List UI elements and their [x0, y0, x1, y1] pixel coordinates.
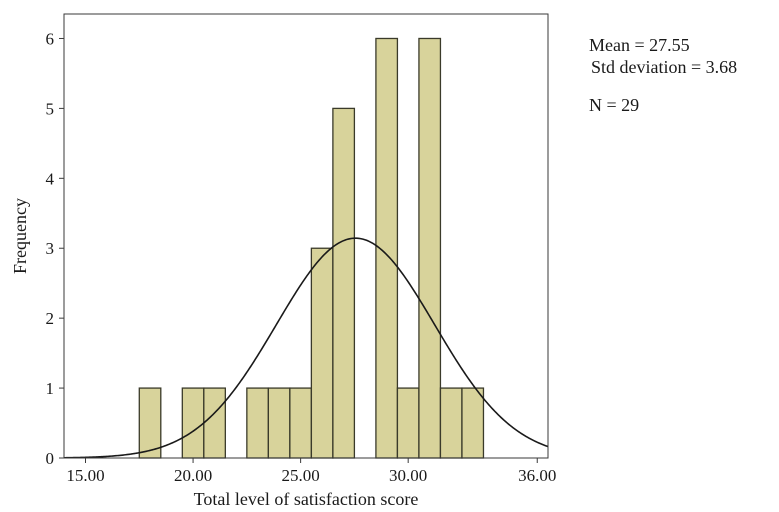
x-tick-label-2: 25.00: [281, 466, 319, 485]
stat-std-deviation: Std deviation = 3.68: [591, 57, 738, 77]
histogram-bar-1: [181, 387, 205, 459]
histogram-bar-7: [332, 107, 356, 459]
y-tick-label-3: 3: [46, 239, 55, 258]
y-tick-label-2: 2: [46, 309, 55, 328]
axes-layer: [63, 13, 549, 459]
x-tick-label-3: 30.00: [389, 466, 427, 485]
histogram-bar-3: [246, 387, 270, 459]
histogram-bar-6: [310, 247, 334, 459]
y-tick-label-6: 6: [46, 29, 55, 48]
stat-n: N = 29: [589, 95, 640, 115]
stat-mean: Mean = 27.55: [589, 35, 690, 55]
x-axis-title: Total level of satisfaction score: [194, 489, 419, 509]
x-tick-label-1: 20.00: [174, 466, 212, 485]
y-tick-label-4: 4: [46, 169, 55, 188]
histogram-bar-2: [203, 387, 226, 459]
stats-panel: Mean = 27.55 Std deviation = 3.68 N = 29: [589, 34, 737, 116]
y-tick-label-1: 1: [46, 379, 55, 398]
y-tick-label-0: 0: [46, 449, 55, 468]
histogram-bar-9: [396, 387, 420, 459]
histogram-bar-12: [461, 387, 485, 459]
y-axis-title: Frequency: [10, 198, 30, 274]
histogram-bar-11: [439, 387, 463, 459]
histogram-bar-10: [418, 37, 442, 459]
normal-curve: [63, 237, 549, 459]
x-tick-label-0: 15.00: [66, 466, 104, 485]
histogram-bar-4: [267, 387, 291, 459]
y-tick-label-5: 5: [46, 99, 55, 118]
plot-frame: [63, 13, 549, 459]
histogram-bar-5: [289, 387, 313, 459]
bars-layer: [138, 37, 485, 459]
ticks-layer: 0 1 2 3 4 5 6 15.00 20.00 25.00 30.00 36.00: [46, 29, 557, 485]
x-tick-label-4: 36.00: [518, 466, 556, 485]
